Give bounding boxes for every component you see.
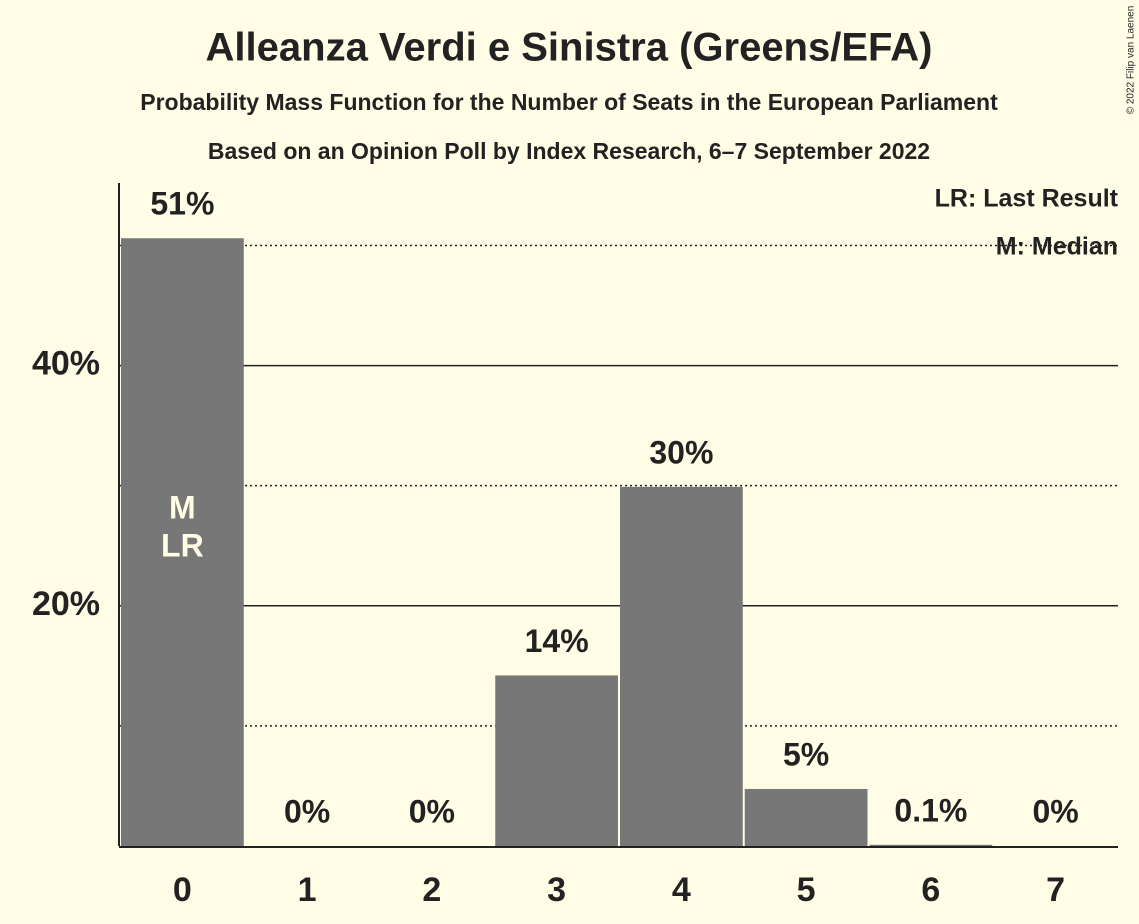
value-label: 0% <box>284 793 330 829</box>
y-tick-label: 20% <box>32 585 100 623</box>
legend-entry: M: Median <box>996 233 1118 261</box>
value-label: 0.1% <box>894 792 967 828</box>
copyright: © 2022 Filip van Laenen <box>1126 6 1137 115</box>
median-marker: M <box>169 489 196 525</box>
bar <box>744 788 868 846</box>
x-tick-label: 4 <box>672 871 691 909</box>
value-label: 14% <box>525 623 589 659</box>
value-label: 51% <box>150 186 214 222</box>
x-tick-label: 7 <box>1046 871 1065 909</box>
legend-entry: LR: Last Result <box>935 185 1119 213</box>
value-label: 0% <box>409 793 455 829</box>
y-tick-label: 40% <box>32 345 100 383</box>
x-tick-label: 5 <box>797 871 816 909</box>
chart-title: Alleanza Verdi e Sinistra (Greens/EFA) <box>206 26 933 70</box>
bar <box>121 238 244 846</box>
x-tick-label: 3 <box>547 871 566 909</box>
x-tick-label: 0 <box>173 871 192 909</box>
last-result-marker: LR <box>161 527 204 563</box>
chart-source: Based on an Opinion Poll by Index Resear… <box>208 138 930 164</box>
bar <box>620 486 743 846</box>
bar <box>869 844 993 846</box>
bar <box>495 675 618 846</box>
chart-subtitle: Probability Mass Function for the Number… <box>140 89 998 115</box>
x-tick-label: 6 <box>921 871 940 909</box>
value-label: 5% <box>783 736 829 772</box>
x-tick-label: 1 <box>298 871 317 909</box>
value-label: 0% <box>1033 793 1079 829</box>
value-label: 30% <box>649 434 713 470</box>
x-tick-label: 2 <box>422 871 441 909</box>
